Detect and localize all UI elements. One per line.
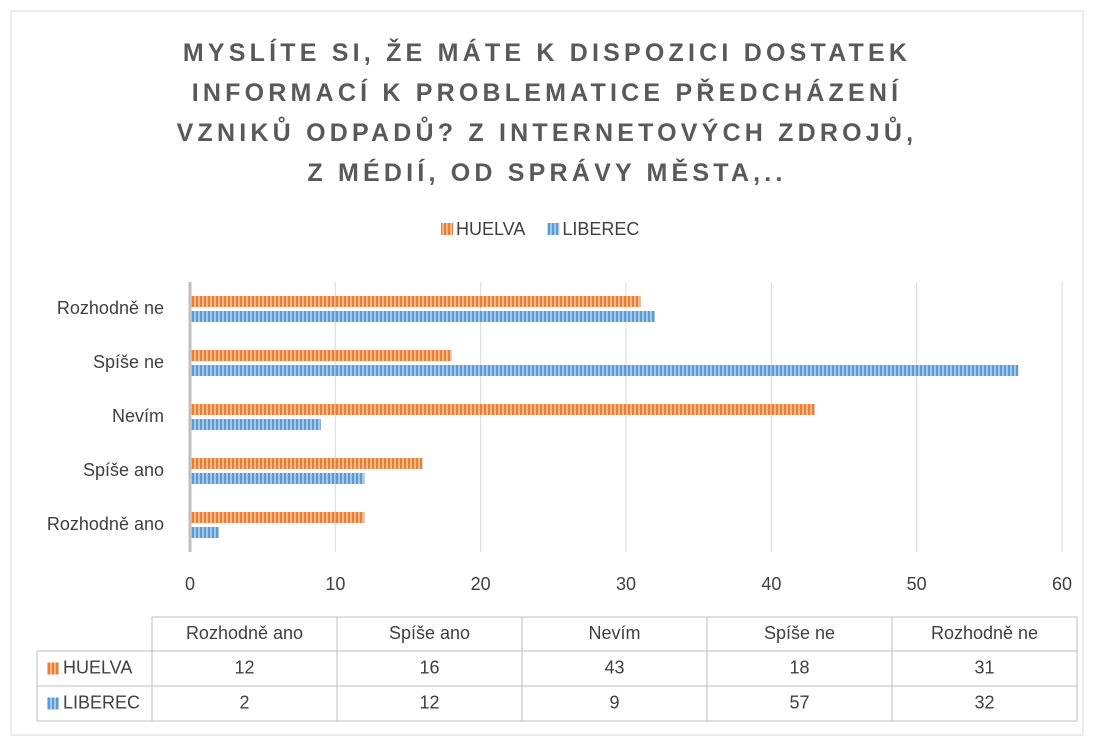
bar: [190, 350, 452, 361]
y-tick-label: Spíše ne: [93, 352, 164, 372]
table-cell: 18: [789, 657, 809, 677]
bar: [190, 311, 656, 322]
table-row-label: LIBEREC: [63, 692, 140, 712]
chart-border: [10, 10, 1084, 736]
table-cell: 9: [609, 692, 619, 712]
table-cell: 43: [604, 657, 624, 677]
table-legend-swatch: [47, 697, 59, 710]
table-cell: 12: [419, 692, 439, 712]
bar: [190, 296, 641, 307]
x-tick-label: 40: [761, 574, 781, 594]
table-header: Nevím: [588, 623, 640, 643]
x-tick-label: 30: [616, 574, 636, 594]
legend-swatch: [547, 223, 560, 235]
bar: [190, 473, 365, 484]
x-tick-label: 10: [325, 574, 345, 594]
table-header: Rozhodně ano: [186, 623, 303, 643]
legend-label: HUELVA: [456, 219, 525, 239]
x-tick-label: 0: [185, 574, 195, 594]
y-tick-label: Rozhodně ano: [47, 514, 164, 534]
x-tick-label: 60: [1052, 574, 1072, 594]
bar: [190, 365, 1019, 376]
table-cell: 16: [419, 657, 439, 677]
bar: [190, 512, 365, 523]
table-cell: 32: [974, 692, 994, 712]
y-tick-label: Rozhodně ne: [57, 298, 164, 318]
table-cell: 2: [239, 692, 249, 712]
bar: [190, 527, 220, 538]
y-tick-label: Nevím: [112, 406, 164, 426]
table-header: Spíše ne: [764, 623, 835, 643]
bar: [190, 404, 815, 415]
table-cell: 31: [974, 657, 994, 677]
chart-title: MYSLÍTE SI, ŽE MÁTE K DISPOZICI DOSTATEK…: [176, 39, 918, 187]
bar: [190, 419, 321, 430]
table-cell: 12: [234, 657, 254, 677]
bar: [190, 458, 423, 469]
table-header: Rozhodně ne: [931, 623, 1038, 643]
table-row-label: HUELVA: [63, 657, 132, 677]
x-tick-label: 50: [907, 574, 927, 594]
y-tick-label: Spíše ano: [83, 460, 164, 480]
table-cell: 57: [789, 692, 809, 712]
table-header: Spíše ano: [389, 623, 470, 643]
table-legend-swatch: [47, 662, 59, 675]
legend-label: LIBEREC: [562, 219, 639, 239]
legend-swatch: [441, 223, 453, 235]
x-tick-label: 20: [471, 574, 491, 594]
